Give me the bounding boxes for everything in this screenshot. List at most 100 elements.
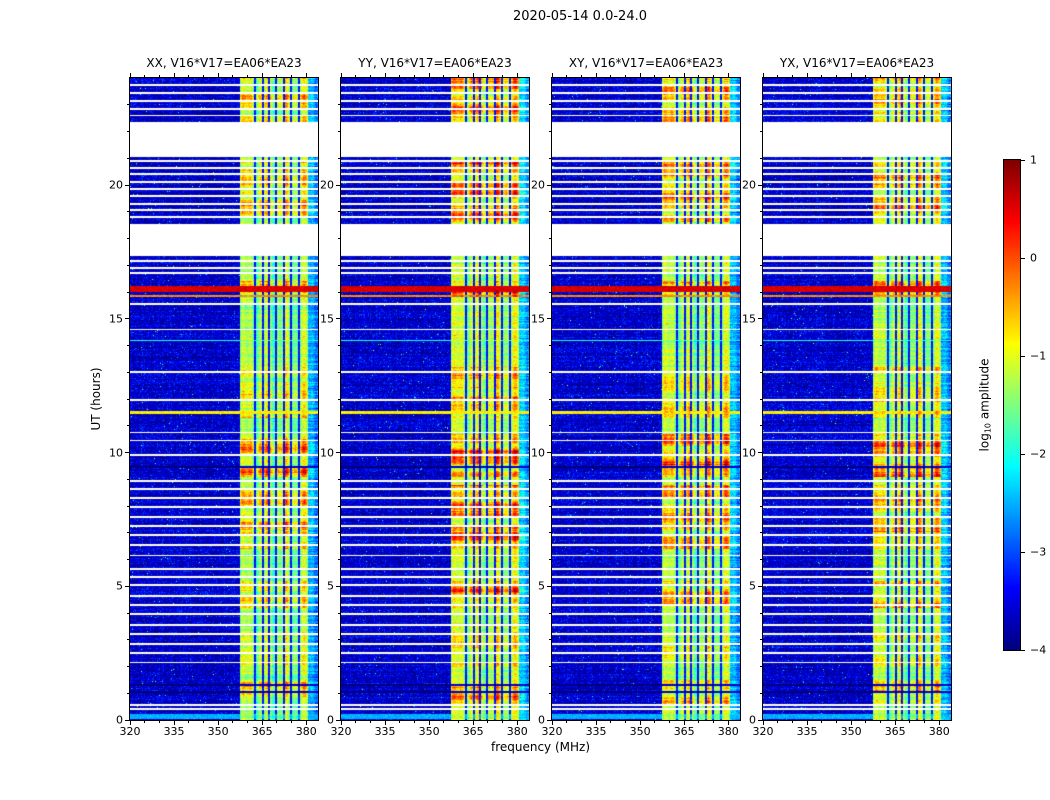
x-tick-mark bbox=[443, 721, 445, 723]
x-tick-mark bbox=[669, 75, 670, 77]
y-tick-mark bbox=[549, 532, 551, 534]
y-tick-mark bbox=[549, 131, 551, 132]
x-tick-mark bbox=[458, 75, 459, 77]
y-tick-label: 15 bbox=[109, 312, 123, 326]
y-tick-label: 0 bbox=[116, 713, 123, 727]
x-tick-mark bbox=[654, 721, 656, 723]
y-tick-label: 10 bbox=[109, 446, 123, 459]
y-tick-mark bbox=[338, 532, 340, 534]
x-tick-mark bbox=[369, 721, 371, 723]
y-tick-mark bbox=[760, 211, 762, 213]
panel-0: XX, V16*V17=EA06*EA23 320 335 350 365 380 0 5 1… bbox=[109, 56, 319, 738]
x-tick-mark bbox=[865, 721, 867, 723]
x-tick-mark bbox=[938, 721, 940, 725]
x-tick-label: 335 bbox=[796, 725, 818, 738]
x-tick-label: 350 bbox=[207, 725, 229, 738]
x-tick-mark bbox=[835, 721, 837, 723]
figure-title: 2020-05-14 0.0-24.0 bbox=[513, 9, 647, 24]
x-tick-mark bbox=[188, 721, 190, 723]
y-tick-mark bbox=[549, 398, 551, 400]
x-tick-mark bbox=[580, 75, 582, 77]
x-tick-mark bbox=[202, 721, 204, 723]
colorbar-tick-mark bbox=[1021, 257, 1025, 259]
x-tick-mark bbox=[762, 721, 764, 725]
x-tick-mark bbox=[580, 721, 582, 723]
x-tick-label: 320 bbox=[119, 725, 141, 738]
x-tick-label: 350 bbox=[629, 725, 651, 738]
x-tick-mark bbox=[443, 75, 445, 77]
x-tick-mark bbox=[502, 721, 504, 723]
colorbar-tick-label: −2 bbox=[1030, 447, 1047, 461]
x-tick-mark bbox=[762, 73, 764, 77]
y-tick-mark bbox=[549, 692, 551, 694]
colorbar-tick-mark bbox=[1021, 159, 1025, 161]
x-tick-label: 335 bbox=[374, 725, 396, 738]
y-tick-mark bbox=[338, 398, 340, 400]
colorbar-label-post: amplitude bbox=[977, 358, 992, 423]
x-tick-mark bbox=[305, 721, 307, 725]
x-tick-mark bbox=[291, 721, 293, 723]
x-tick-mark bbox=[924, 721, 926, 723]
y-tick-label: 5 bbox=[327, 579, 334, 593]
y-tick-mark bbox=[338, 238, 340, 239]
x-tick-mark bbox=[413, 75, 415, 77]
y-tick-mark bbox=[549, 425, 551, 427]
y-tick-label: 20 bbox=[742, 178, 756, 192]
y-tick-mark bbox=[125, 719, 129, 721]
x-tick-mark bbox=[639, 721, 641, 725]
y-tick-mark bbox=[336, 184, 340, 186]
x-tick-mark bbox=[865, 75, 867, 77]
y-tick-mark bbox=[127, 692, 129, 694]
y-tick-mark bbox=[547, 318, 551, 320]
y-tick-mark bbox=[547, 184, 551, 186]
x-tick-mark bbox=[261, 721, 263, 725]
x-tick-mark bbox=[791, 75, 793, 77]
colorbar-tick-mark bbox=[1021, 649, 1025, 651]
x-axis-label: frequency (MHz) bbox=[490, 740, 591, 754]
x-tick-mark bbox=[384, 721, 386, 725]
y-tick-mark bbox=[127, 532, 129, 534]
x-tick-mark bbox=[487, 75, 489, 77]
panel-1: YY, V16*V17=EA06*EA23 320 335 350 365 380 0 5 1… bbox=[320, 56, 530, 738]
y-tick-mark bbox=[127, 291, 129, 293]
x-tick-mark bbox=[458, 721, 459, 723]
colorbar-tick-label: −3 bbox=[1030, 545, 1047, 559]
y-tick-label: 0 bbox=[327, 713, 334, 727]
y-tick-mark bbox=[336, 452, 340, 453]
y-tick-mark bbox=[338, 291, 340, 293]
x-tick-mark bbox=[791, 721, 793, 723]
x-tick-mark bbox=[472, 721, 474, 725]
x-tick-mark bbox=[413, 721, 415, 723]
y-tick-mark bbox=[338, 639, 340, 641]
x-tick-mark bbox=[291, 75, 293, 77]
y-tick-mark bbox=[338, 345, 340, 346]
y-tick-mark bbox=[760, 264, 762, 266]
y-tick-mark bbox=[338, 692, 340, 694]
y-tick-mark bbox=[758, 585, 762, 587]
y-tick-label: 10 bbox=[742, 446, 756, 459]
y-tick-mark bbox=[127, 505, 129, 507]
x-tick-label: 380 bbox=[506, 725, 528, 738]
x-tick-mark bbox=[850, 73, 852, 77]
y-tick-mark bbox=[758, 184, 762, 186]
x-tick-label: 335 bbox=[163, 725, 185, 738]
y-tick-mark bbox=[547, 719, 551, 721]
y-tick-mark bbox=[760, 532, 762, 534]
x-tick-mark bbox=[894, 73, 896, 77]
x-tick-mark bbox=[247, 721, 248, 723]
y-tick-mark bbox=[338, 425, 340, 427]
heatmap-canvas-yy bbox=[340, 77, 530, 721]
x-tick-mark bbox=[428, 73, 430, 77]
y-tick-mark bbox=[338, 131, 340, 132]
x-tick-label: 365 bbox=[251, 725, 273, 738]
x-tick-label: 320 bbox=[541, 725, 563, 738]
x-tick-mark bbox=[610, 721, 612, 723]
x-tick-mark bbox=[399, 721, 401, 723]
y-tick-mark bbox=[127, 104, 129, 106]
y-tick-mark bbox=[760, 345, 762, 346]
colorbar-tick-label: 1 bbox=[1030, 153, 1037, 167]
colorbar-canvas bbox=[1003, 159, 1021, 651]
y-tick-label: 0 bbox=[538, 713, 545, 727]
x-tick-mark bbox=[595, 73, 597, 77]
y-tick-mark bbox=[760, 612, 762, 614]
